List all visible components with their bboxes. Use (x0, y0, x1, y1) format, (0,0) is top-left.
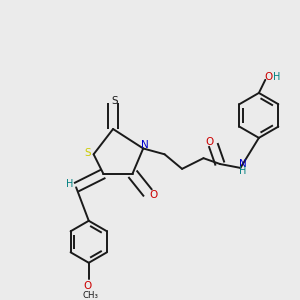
Text: N: N (141, 140, 148, 150)
Text: H: H (273, 72, 280, 82)
Text: N: N (239, 158, 247, 169)
Text: O: O (206, 137, 214, 147)
Text: S: S (84, 148, 91, 158)
Text: O: O (83, 281, 92, 291)
Text: CH₃: CH₃ (82, 291, 98, 300)
Text: H: H (239, 167, 246, 176)
Text: O: O (265, 73, 273, 82)
Text: H: H (66, 179, 74, 189)
Text: S: S (111, 96, 118, 106)
Text: O: O (149, 190, 158, 200)
